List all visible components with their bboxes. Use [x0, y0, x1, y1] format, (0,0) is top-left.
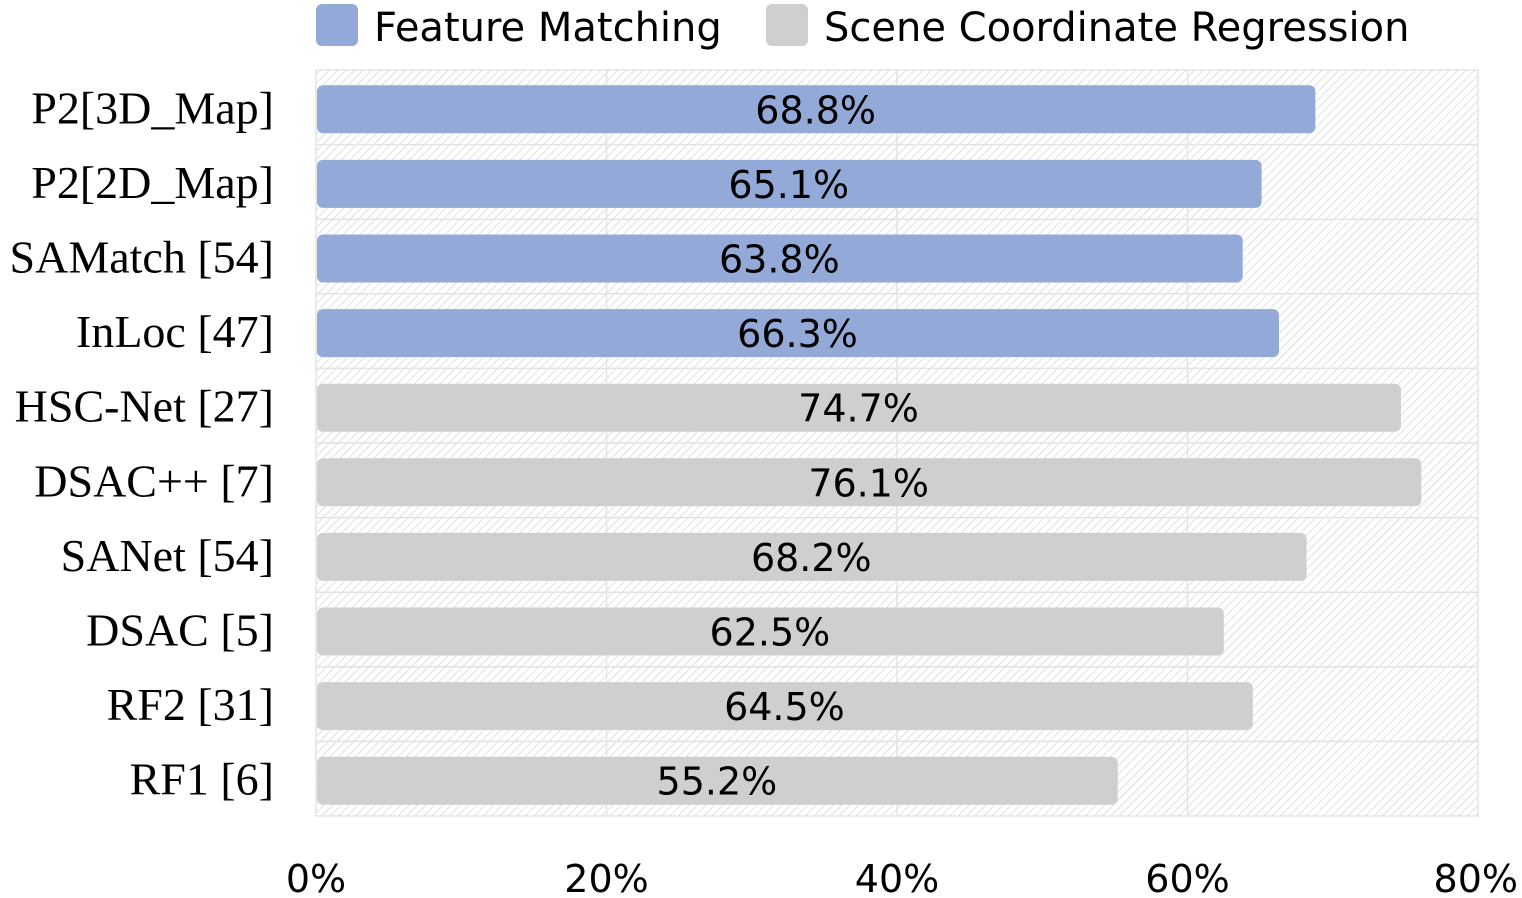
legend-swatch-feature-matching	[316, 4, 358, 46]
bar-samatch-54	[317, 234, 1243, 283]
category-labels: P2[3D_Map] P2[2D_Map] SAMatch [54] InLoc [4…	[10, 82, 274, 804]
value-label-inloc-47: 66.3%	[737, 312, 858, 356]
value-label-hsc-net-27: 74.7%	[798, 387, 919, 431]
bar-sanet-54	[317, 532, 1307, 581]
x-tick-label: 20%	[564, 857, 648, 898]
x-axis-tick-labels: 0% 20% 40% 60% 80%	[286, 857, 1518, 898]
bar-inloc-47	[317, 309, 1280, 358]
value-label-p2-2d-map: 65.1%	[728, 163, 849, 207]
value-label-samatch-54: 63.8%	[719, 238, 840, 282]
legend-swatch-scene-coordinate-regression	[766, 4, 808, 46]
legend-label-scene-coordinate-regression: Scene Coordinate Regression	[824, 5, 1409, 51]
legend-label-feature-matching: Feature Matching	[374, 5, 722, 51]
value-label-p2-3d-map: 68.8%	[755, 88, 876, 132]
category-label-dsac-7: DSAC++ [7]	[34, 455, 274, 506]
category-label-samatch-54: SAMatch [54]	[10, 232, 274, 283]
bar-dsac-5	[317, 607, 1224, 656]
value-label-dsac-7: 76.1%	[808, 461, 929, 505]
legend: Feature Matching Scene Coordinate Regres…	[316, 4, 1409, 51]
bar-hsc-net-27	[317, 383, 1402, 432]
gridlines	[315, 70, 1479, 816]
value-label-rf2-31: 64.5%	[724, 685, 845, 729]
value-label-dsac-5: 62.5%	[710, 611, 831, 655]
category-label-rf1-6: RF1 [6]	[130, 754, 274, 805]
value-label-sanet-54: 68.2%	[751, 536, 872, 580]
category-label-dsac-5: DSAC [5]	[86, 605, 274, 656]
x-tick-label: 80%	[1434, 857, 1518, 898]
category-label-hsc-net-27: HSC-Net [27]	[15, 381, 274, 432]
category-label-sanet-54: SANet [54]	[61, 530, 274, 581]
category-label-p2-3d-map: P2[3D_Map]	[31, 82, 274, 133]
bar-p2-2d-map	[317, 159, 1262, 208]
x-tick-label: 60%	[1145, 857, 1229, 898]
bars	[317, 85, 1422, 805]
x-tick-label: 0%	[286, 857, 346, 898]
value-labels: 68.8% 65.1% 63.8% 66.3% 74.7% 76.1% 68.2% 62.5%…	[657, 88, 930, 803]
category-label-p2-2d-map: P2[2D_Map]	[31, 157, 274, 208]
bar-rf2-31	[317, 682, 1253, 731]
bar-rf1-6	[317, 756, 1118, 805]
bar-p2-3d-map	[317, 85, 1316, 134]
category-label-inloc-47: InLoc [47]	[76, 306, 274, 357]
bar-dsac-7	[317, 458, 1422, 507]
value-label-rf1-6: 55.2%	[657, 760, 778, 804]
category-label-rf2-31: RF2 [31]	[107, 679, 274, 730]
x-tick-label: 40%	[855, 857, 939, 898]
